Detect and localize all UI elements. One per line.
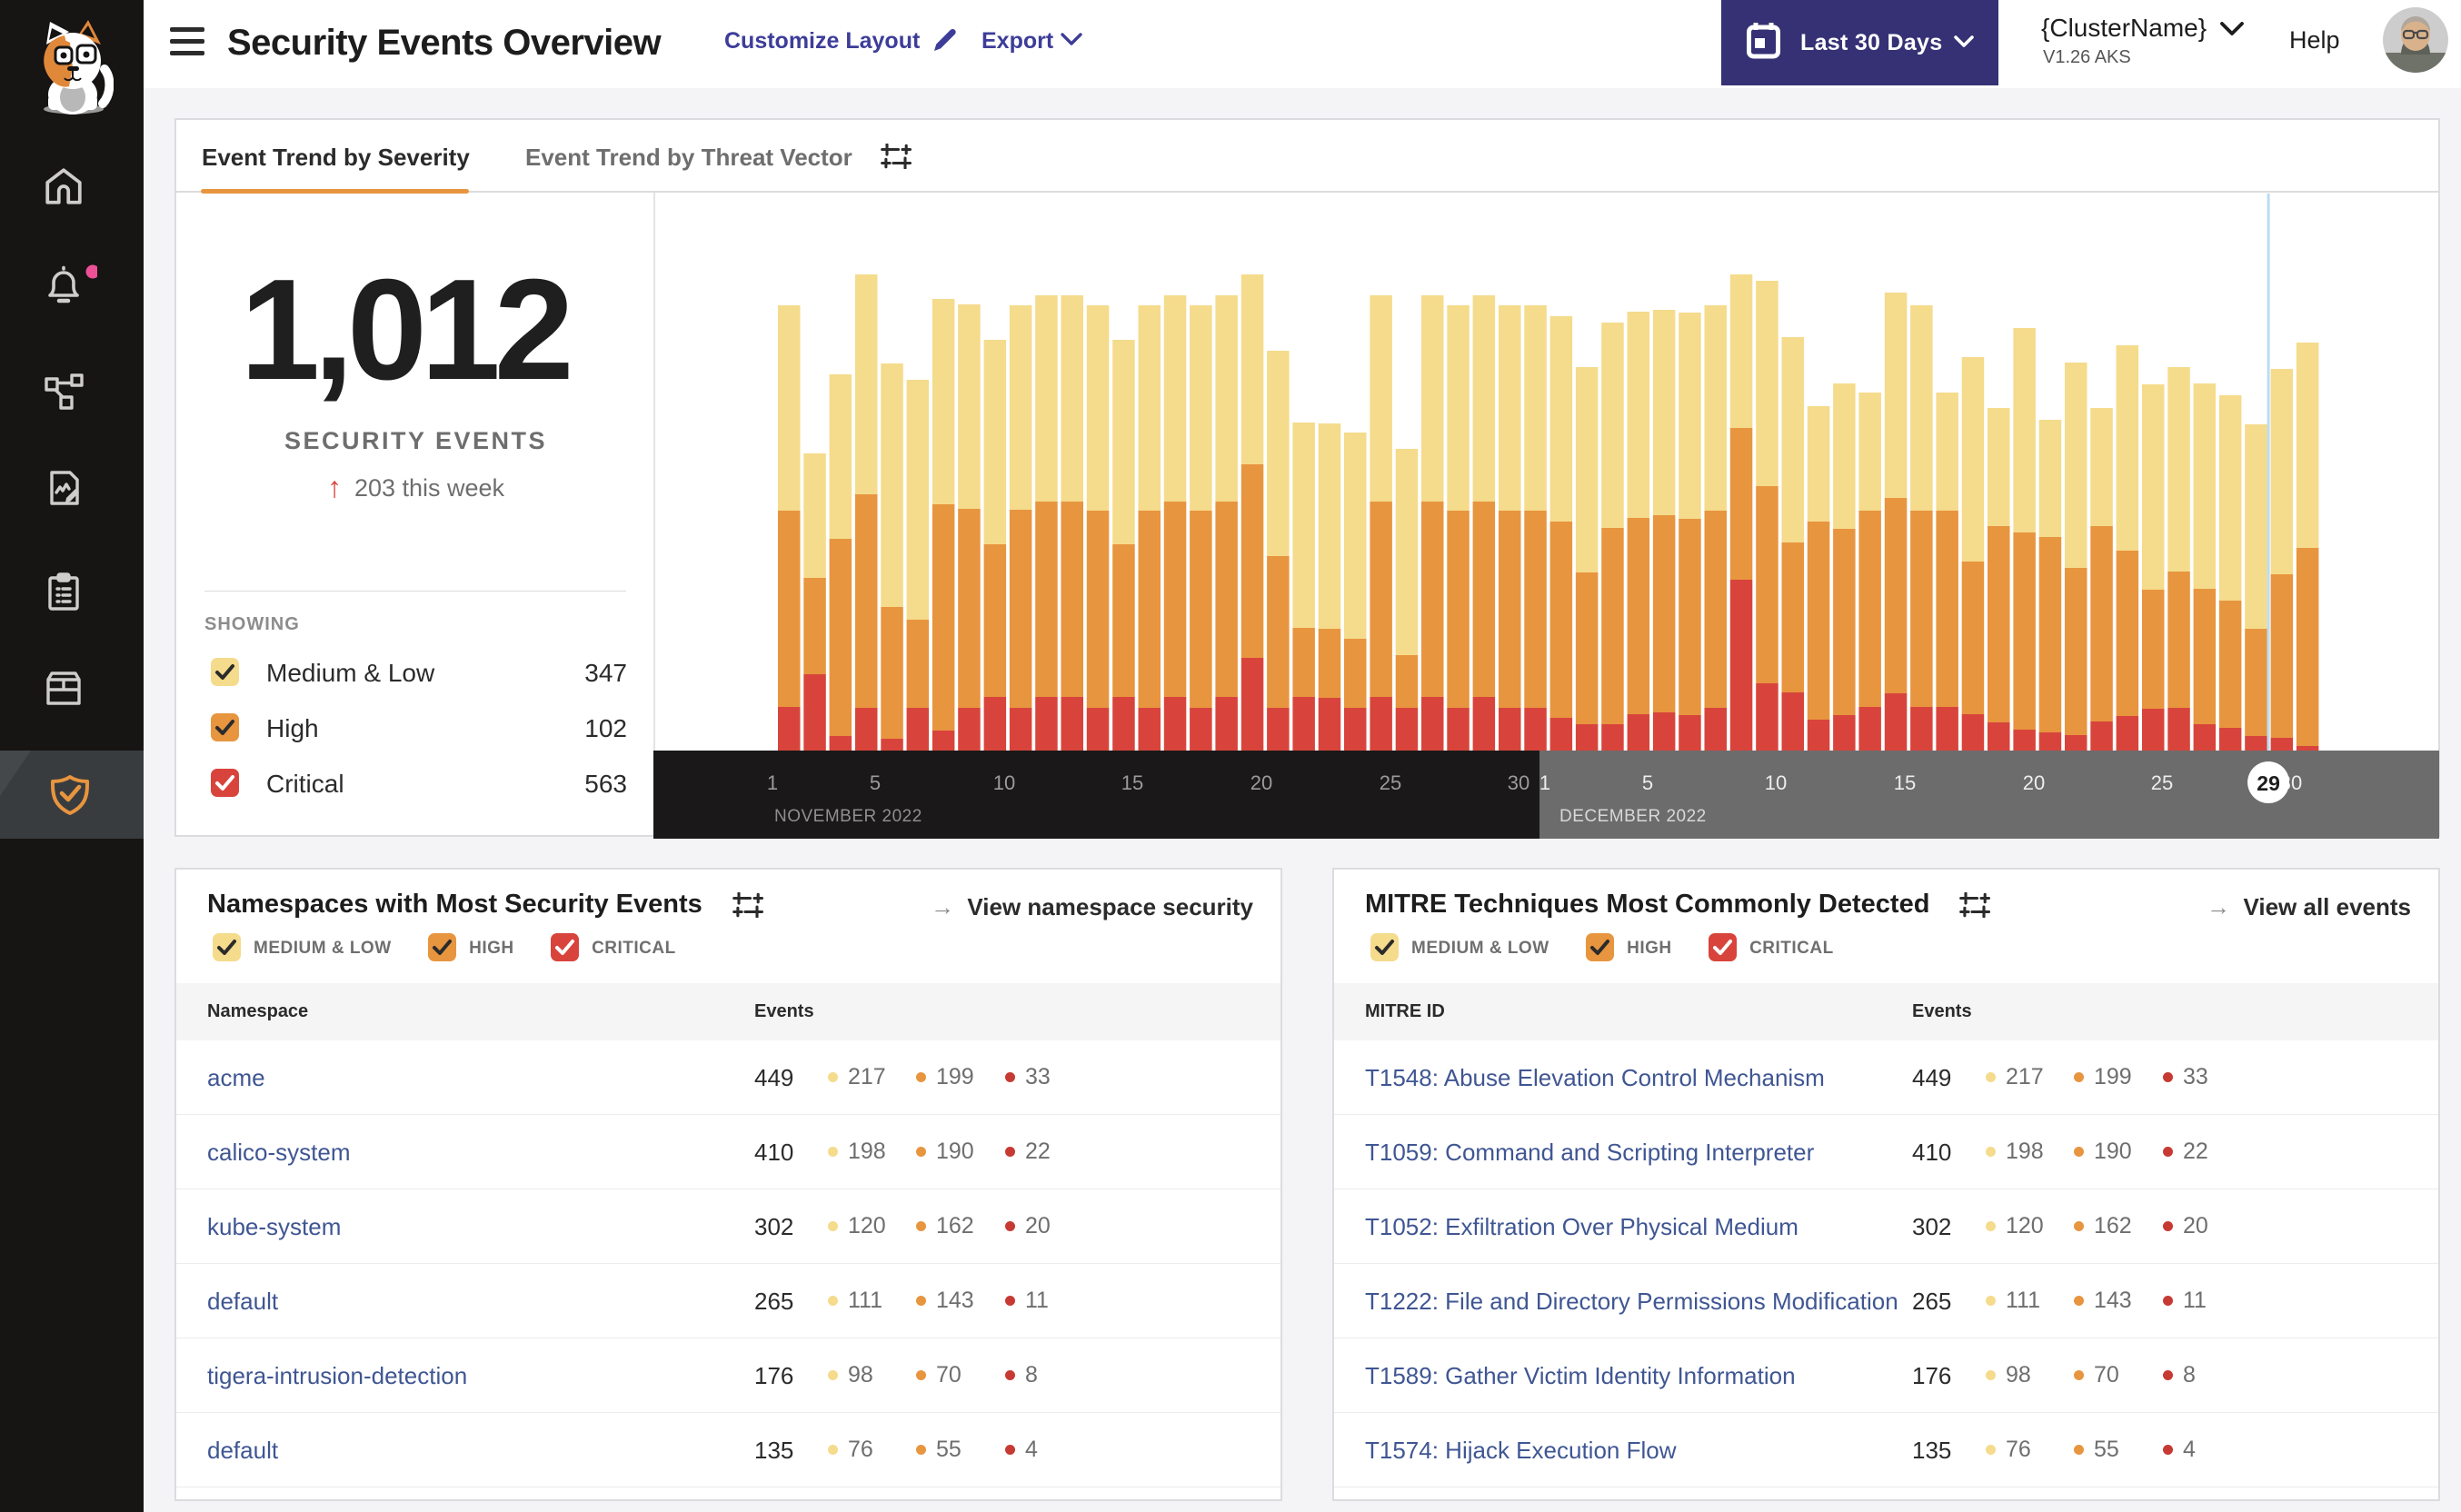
svg-text:10: 10: [1765, 771, 1787, 794]
svg-text:20: 20: [2023, 771, 2045, 794]
svg-text:29: 29: [2257, 771, 2280, 795]
svg-text:5: 5: [1642, 771, 1653, 794]
svg-text:1: 1: [767, 771, 778, 794]
svg-text:DECEMBER 2022: DECEMBER 2022: [1559, 807, 1707, 826]
svg-text:10: 10: [993, 771, 1015, 794]
svg-text:15: 15: [1894, 771, 1916, 794]
svg-text:30: 30: [1508, 771, 1529, 794]
svg-text:NOVEMBER 2022: NOVEMBER 2022: [774, 807, 922, 826]
svg-text:15: 15: [1121, 771, 1143, 794]
svg-text:25: 25: [2151, 771, 2173, 794]
svg-text:1: 1: [1539, 771, 1550, 794]
svg-text:5: 5: [870, 771, 881, 794]
svg-text:20: 20: [1250, 771, 1272, 794]
svg-text:25: 25: [1380, 771, 1401, 794]
